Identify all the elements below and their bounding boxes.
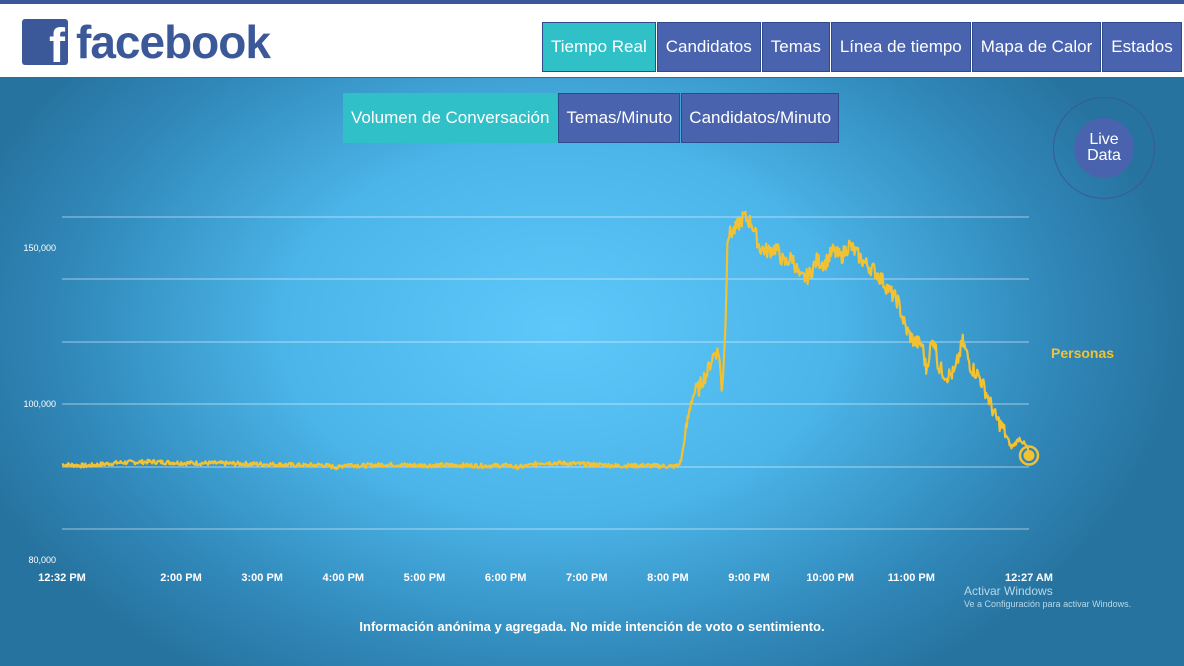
facebook-f-letter: f	[49, 20, 65, 66]
live-point-marker	[1018, 445, 1040, 466]
top-accent-bar	[0, 0, 1184, 4]
sub-nav: Volumen de Conversación Temas/Minuto Can…	[343, 93, 840, 143]
nav-candidatos[interactable]: Candidatos	[656, 22, 761, 72]
x-tick-label: 11:00 PM	[888, 572, 935, 584]
y-tick-label: 100,000	[23, 399, 56, 409]
x-tick-label: 2:00 PM	[160, 572, 202, 584]
live-data-line1: Live	[1089, 131, 1119, 148]
live-data-line2: Data	[1087, 147, 1121, 164]
nav-tiempo-real[interactable]: Tiempo Real	[542, 22, 656, 72]
x-tick-label: 10:00 PM	[806, 572, 854, 584]
x-tick-label: 4:00 PM	[323, 572, 365, 584]
tab-volumen-conversacion[interactable]: Volumen de Conversación	[343, 93, 558, 143]
live-point-dot	[1023, 449, 1035, 461]
legend-personas: Personas	[1051, 345, 1114, 361]
nav-temas[interactable]: Temas	[761, 22, 830, 72]
conversation-volume-chart: 150,000 100,000 80,000 12:32 PM 2:00 PM 3:00…	[23, 210, 1114, 584]
nav-linea-de-tiempo[interactable]: Línea de tiempo	[830, 22, 971, 72]
footnote: Información anónima y agregada. No mide …	[359, 619, 825, 634]
x-tick-label: 3:00 PM	[241, 572, 283, 584]
x-tick-label: 9:00 PM	[728, 572, 770, 584]
windows-watermark-subtitle: Ve a Configuración para activar Windows.	[964, 599, 1132, 609]
facebook-wordmark: facebook	[76, 16, 271, 68]
x-tick-label: 12:27 AM	[1005, 572, 1053, 584]
live-data-ring	[1053, 97, 1155, 199]
x-tick-label: 5:00 PM	[404, 572, 446, 584]
x-tick-label: 12:32 PM	[38, 572, 86, 584]
nav-estados[interactable]: Estados	[1102, 22, 1182, 72]
main-panel: Volumen de Conversación Temas/Minuto Can…	[0, 78, 1184, 666]
facebook-logo[interactable]: f facebook	[22, 16, 271, 68]
main-nav: Tiempo Real Candidatos Temas Línea de ti…	[542, 22, 1183, 72]
y-tick-label: 150,000	[23, 243, 56, 253]
x-tick-label: 6:00 PM	[485, 572, 527, 584]
x-tick-label: 7:00 PM	[566, 572, 608, 584]
series-line-personas	[61, 210, 1031, 471]
facebook-f-icon: f	[22, 19, 68, 65]
header: f facebook Tiempo Real Candidatos Temas …	[0, 4, 1184, 78]
live-data-badge[interactable]: Live Data	[1074, 118, 1134, 178]
tab-temas-minuto[interactable]: Temas/Minuto	[558, 93, 681, 143]
x-tick-label: 8:00 PM	[647, 572, 689, 584]
nav-mapa-de-calor[interactable]: Mapa de Calor	[971, 22, 1102, 72]
windows-watermark-title: Activar Windows	[964, 584, 1053, 598]
y-tick-label: 80,000	[28, 555, 56, 565]
tab-candidatos-minuto[interactable]: Candidatos/Minuto	[681, 93, 840, 143]
